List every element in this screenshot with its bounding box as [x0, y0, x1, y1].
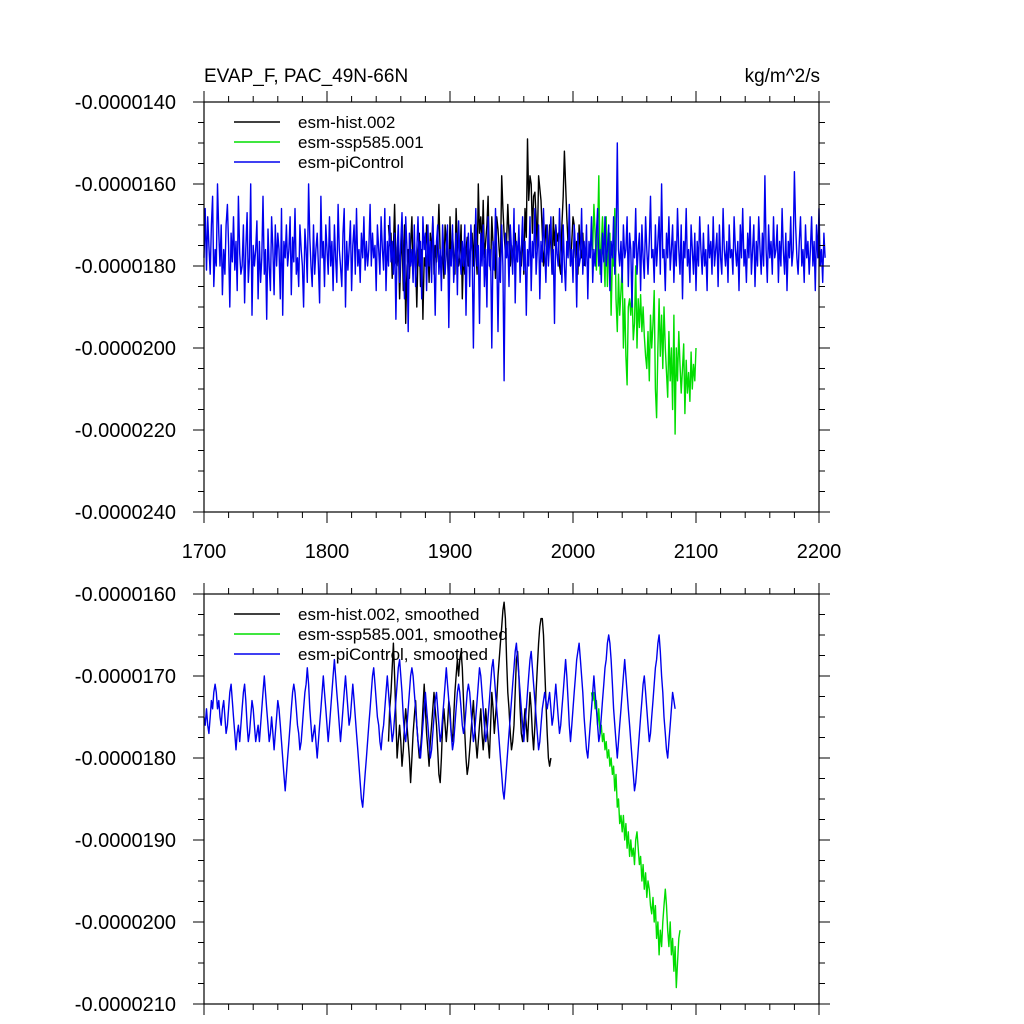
series-line-bottom-1	[590, 691, 681, 989]
top-plot-frame	[203, 101, 820, 513]
y-tick-label: -0.0000210	[75, 994, 176, 1016]
legend-label: esm-hist.002, smoothed	[298, 605, 479, 624]
top-axis-ticks: 1700 1800 1900 2000 2100 2200 -0.0000140 -0.000…	[75, 91, 841, 563]
bottom-plot-frame	[203, 593, 820, 1005]
bottom-axis-ticks: -0.0000160 -0.0000170 -0.0000180 -0.0000190…	[75, 583, 830, 1016]
legend-label: esm-hist.002	[298, 113, 395, 132]
top-chart-units: kg/m^2/s	[745, 66, 820, 87]
x-tick-label: 2000	[551, 541, 596, 563]
bottom-panel: -0.0000160 -0.0000170 -0.0000180 -0.0000190…	[75, 583, 830, 1016]
y-tick-label: -0.0000180	[75, 256, 176, 278]
series-line-top-1	[590, 175, 697, 435]
x-tick-label: 1800	[305, 541, 350, 563]
legend-label: esm-piControl	[298, 153, 404, 172]
top-panel: EVAP_F, PAC_49N-66N kg/m^2/s 1700 1800 190…	[75, 66, 841, 563]
y-tick-label: -0.0000160	[75, 174, 176, 196]
y-tick-label: -0.0000140	[75, 92, 176, 114]
legend-label: esm-ssp585.001, smoothed	[298, 625, 508, 644]
y-tick-label: -0.0000200	[75, 912, 176, 934]
y-tick-label: -0.0000200	[75, 338, 176, 360]
x-tick-label: 1700	[182, 541, 227, 563]
y-tick-label: -0.0000220	[75, 420, 176, 442]
x-tick-label: 2100	[674, 541, 719, 563]
y-tick-label: -0.0000180	[75, 748, 176, 770]
legend-label: esm-piControl, smoothed	[298, 645, 488, 664]
y-tick-label: -0.0000240	[75, 502, 176, 524]
series-line-top-2	[203, 142, 826, 382]
top-chart-title: EVAP_F, PAC_49N-66N	[204, 66, 408, 87]
y-tick-label: -0.0000190	[75, 830, 176, 852]
top-series-lines	[203, 138, 826, 435]
legend-label: esm-ssp585.001	[298, 133, 424, 152]
x-tick-label: 1900	[428, 541, 473, 563]
x-tick-label: 2200	[797, 541, 842, 563]
series-line-bottom-2	[203, 634, 676, 808]
y-tick-label: -0.0000170	[75, 666, 176, 688]
y-tick-label: -0.0000160	[75, 584, 176, 606]
bottom-series-lines	[203, 601, 681, 989]
